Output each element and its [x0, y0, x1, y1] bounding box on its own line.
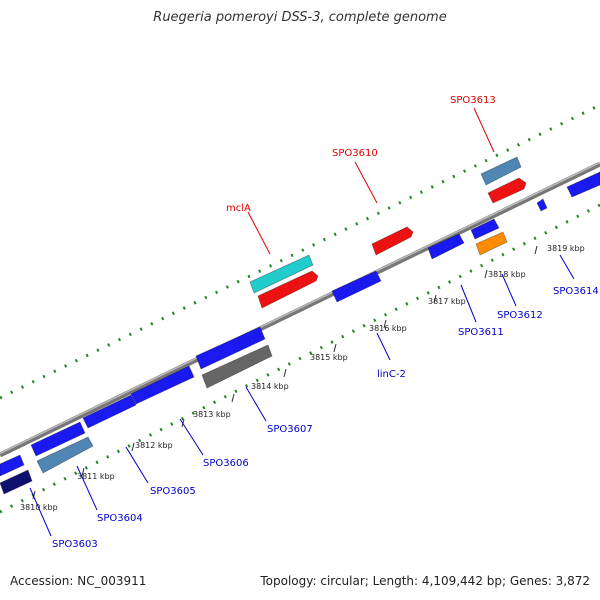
tick-marks	[32, 245, 538, 500]
gene-label-spo3612[interactable]: SPO3612	[497, 310, 543, 321]
gene-arrow-blue-3606[interactable]	[130, 365, 195, 405]
gene-label-linc2[interactable]: linC-2	[377, 369, 406, 380]
gene-arrow-blue-left-1[interactable]	[0, 454, 25, 477]
inner-strand-genes	[0, 198, 548, 495]
genome-backbone-highlight	[0, 161, 600, 455]
genome-summary-text: Topology: circular; Length: 4,109,442 bp…	[260, 574, 590, 588]
tick-label: 3814 kbp	[251, 382, 289, 391]
gene-arrow-red-2[interactable]	[487, 177, 527, 204]
gene-arrow-blue-small[interactable]	[470, 218, 500, 240]
gene-arrow-navy[interactable]	[0, 469, 33, 495]
tick-label: 3818 kbp	[488, 270, 526, 279]
bottom-gene-labels: SPO3603 SPO3604 SPO3605 SPO3606 SPO3607 …	[52, 286, 599, 550]
gene-label-spo3613[interactable]: SPO3613	[450, 95, 496, 106]
gene-label-spo3611[interactable]: SPO3611	[458, 327, 504, 338]
outer-dotted-line	[0, 103, 600, 400]
tick-label: 3813 kbp	[193, 410, 231, 419]
top-gene-labels: mclA SPO3610 SPO3613	[226, 95, 496, 214]
genome-backbone	[0, 161, 600, 458]
gene-arrow-spo3610[interactable]	[371, 226, 414, 256]
accession-text: Accession: NC_003911	[10, 574, 147, 588]
gene-label-spo3607[interactable]: SPO3607	[267, 424, 313, 435]
gene-arrow-spo3614[interactable]	[536, 198, 548, 212]
gene-label-spo3610[interactable]: SPO3610	[332, 148, 378, 159]
gene-arrow-blue-3607[interactable]	[195, 326, 266, 370]
gene-arrow-blue-top-right[interactable]	[566, 171, 600, 198]
gene-arrow-spo3611[interactable]	[427, 233, 465, 260]
outer-strand-genes	[249, 156, 600, 309]
gene-arrow-blue-left-2[interactable]	[30, 421, 86, 457]
gene-arrow-blue-3605[interactable]	[82, 394, 137, 429]
gene-label-mcla[interactable]: mclA	[226, 203, 251, 214]
gene-arrow-steel-left[interactable]	[36, 436, 94, 474]
gene-label-spo3606[interactable]: SPO3606	[203, 458, 249, 469]
gene-label-spo3614[interactable]: SPO3614	[553, 286, 599, 297]
tick-label: 3812 kbp	[135, 441, 173, 450]
gene-arrow-red-1[interactable]	[257, 270, 319, 309]
tick-label: 3816 kbp	[369, 324, 407, 333]
gene-arrow-gray[interactable]	[201, 344, 273, 389]
tick-label: 3811 kbp	[77, 472, 115, 481]
gene-arrow-linc2[interactable]	[331, 270, 382, 303]
gene-label-spo3604[interactable]: SPO3604	[97, 513, 143, 524]
leader-lines	[29, 107, 575, 537]
tick-label: 3819 kbp	[547, 244, 585, 253]
tick-label: 3817 kbp	[428, 297, 466, 306]
gene-label-spo3603[interactable]: SPO3603	[52, 539, 98, 550]
gene-arrow-spo3612[interactable]	[475, 231, 508, 256]
inner-dotted-line	[0, 203, 600, 514]
gene-label-spo3605[interactable]: SPO3605	[150, 486, 196, 497]
map-title: Ruegeria pomeroyi DSS-3, complete genome	[153, 10, 447, 25]
gene-arrow-mcla[interactable]	[249, 254, 314, 294]
tick-label: 3815 kbp	[310, 353, 348, 362]
gene-arrow-spo3613[interactable]	[480, 156, 522, 186]
